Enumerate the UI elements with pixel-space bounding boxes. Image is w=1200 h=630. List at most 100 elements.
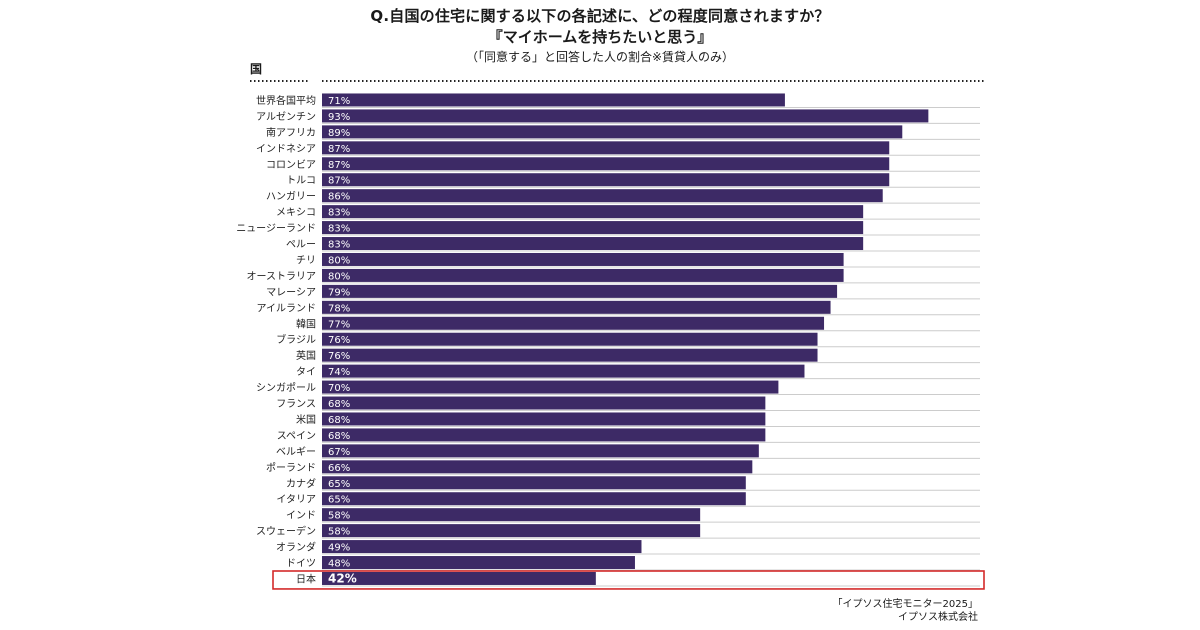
bar: [322, 141, 890, 155]
chart-subtitle: 『マイホームを持ちたいと思う』: [487, 28, 713, 46]
bar-value-label: 87%: [328, 144, 350, 155]
category-label: マレーシア: [266, 287, 316, 298]
bar: [322, 300, 831, 314]
bar: [322, 460, 753, 474]
bar: [322, 173, 890, 187]
source-footer: 「イプソス住宅モニター2025」 イプソス株式会社: [833, 598, 978, 624]
bar: [322, 205, 864, 219]
category-label: カナダ: [286, 477, 316, 490]
category-label: 世界各国平均: [256, 94, 316, 107]
bar: [322, 268, 844, 282]
bar-value-label: 76%: [328, 335, 350, 346]
category-label: ハンガリー: [266, 191, 316, 203]
bar: [322, 476, 746, 490]
bar-value-label: 68%: [328, 399, 350, 410]
bar: [322, 93, 785, 107]
category-label: ニュージーランド: [236, 223, 316, 235]
bar: [322, 316, 825, 330]
bar-value-label: 65%: [328, 479, 350, 490]
category-label: コロンビア: [266, 159, 316, 171]
bar: [322, 428, 766, 442]
bar-value-label: 49%: [328, 543, 350, 554]
bar-value-label: 80%: [328, 255, 350, 266]
bar-value-label: 76%: [328, 351, 350, 362]
chart-note: （「同意する」と回答した人の割合※賃貸人のみ）: [465, 50, 735, 64]
category-label: ブラジル: [276, 333, 316, 346]
category-label: チリ: [296, 254, 316, 266]
category-label: ドイツ: [286, 559, 316, 570]
bar-value-label: 83%: [328, 224, 350, 235]
bar-value-label: 80%: [328, 271, 350, 282]
bar: [322, 157, 890, 171]
category-label: ベルギー: [276, 446, 316, 458]
bar-value-label: 79%: [328, 287, 350, 298]
category-label: 米国: [296, 413, 316, 426]
bar: [322, 109, 929, 123]
category-label: インド: [286, 511, 316, 522]
bar: [322, 396, 766, 410]
bar-value-label: 66%: [328, 463, 350, 474]
bar-value-label: 83%: [328, 208, 350, 219]
category-label: タイ: [296, 366, 316, 378]
bar: [322, 412, 766, 426]
bar-value-label: 70%: [328, 383, 350, 394]
bar-value-label: 93%: [328, 112, 350, 123]
bar: [322, 125, 903, 139]
bar: [322, 364, 805, 378]
bar-value-label: 68%: [328, 415, 350, 426]
bar-value-label: 87%: [328, 160, 350, 171]
bar-value-label: 87%: [328, 176, 350, 187]
bar: [322, 556, 635, 570]
bar: [322, 348, 818, 362]
company-line: イプソス株式会社: [898, 612, 978, 623]
category-label: シンガポール: [256, 382, 316, 394]
bar: [322, 540, 642, 554]
bar-value-label: 58%: [328, 527, 350, 538]
category-label: オランダ: [276, 541, 316, 554]
category-label: アイルランド: [257, 302, 317, 314]
category-label: スペイン: [277, 431, 316, 442]
bar-value-label: 83%: [328, 240, 350, 251]
category-label: インドネシア: [256, 143, 316, 155]
category-label: フランス: [276, 398, 316, 410]
bar-value-label: 74%: [328, 367, 350, 378]
category-label: スウェーデン: [256, 525, 316, 538]
bar: [322, 237, 864, 251]
title-block: Q.自国の住宅に関する以下の各記述に、どの程度同意されますか？ 『マイホームを持…: [0, 6, 1200, 66]
category-label: イタリア: [276, 494, 316, 506]
source-line: 「イプソス住宅モニター2025」: [832, 599, 978, 610]
category-label: トルコ: [286, 176, 316, 187]
bar: [322, 492, 746, 506]
bar-value-label: 67%: [328, 447, 350, 458]
category-label: ポーランド: [266, 462, 316, 474]
bar-value-label: 42%: [328, 571, 357, 585]
bar: [322, 524, 701, 538]
bar: [322, 508, 701, 522]
bar: [322, 332, 818, 346]
bar: [322, 571, 596, 585]
bar: [322, 189, 883, 203]
country-column-header: 国: [250, 62, 263, 76]
category-label: メキシコ: [276, 208, 316, 219]
category-label: ペルー: [286, 240, 316, 251]
category-label: オーストラリア: [247, 270, 317, 282]
bar-value-label: 86%: [328, 192, 350, 203]
bar: [322, 252, 844, 266]
bar: [322, 444, 759, 458]
bar-value-label: 77%: [328, 319, 350, 330]
category-label: 日本: [296, 572, 316, 585]
bar-value-label: 89%: [328, 128, 350, 139]
category-label: 南アフリカ: [266, 126, 316, 139]
bar-value-label: 78%: [328, 303, 350, 314]
chart-title: Q.自国の住宅に関する以下の各記述に、どの程度同意されますか？: [370, 7, 830, 25]
bar-value-label: 68%: [328, 431, 350, 442]
bar-value-label: 65%: [328, 495, 350, 506]
highlight-box: [272, 570, 985, 590]
category-label: アルゼンチン: [256, 111, 316, 123]
bar-value-label: 71%: [328, 96, 350, 107]
bar: [322, 284, 838, 298]
bar-value-label: 58%: [328, 511, 350, 522]
bar: [322, 221, 864, 235]
bar: [322, 380, 779, 394]
